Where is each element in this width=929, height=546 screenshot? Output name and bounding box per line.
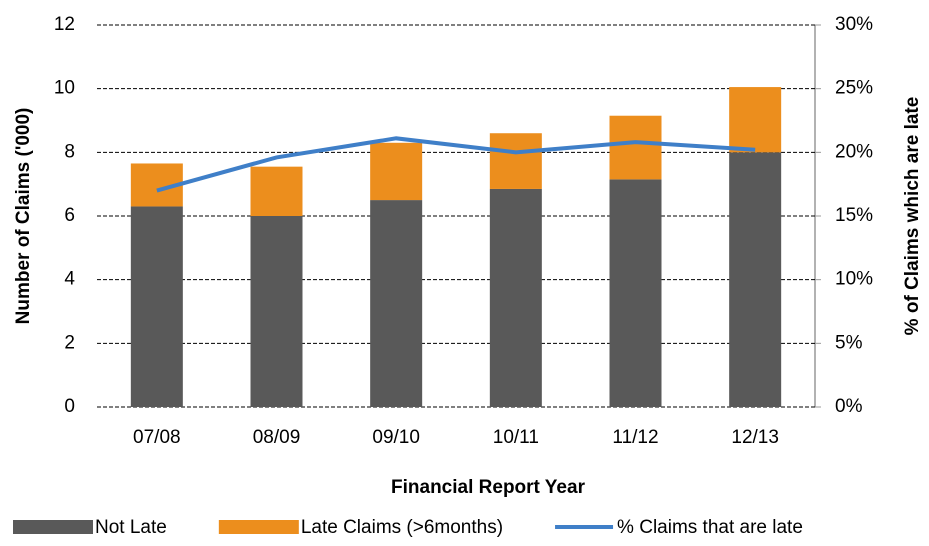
y2-axis-title: % of Claims which are late xyxy=(902,97,923,336)
legend-label: Late Claims (>6months) xyxy=(301,517,503,538)
y-axis-title: Number of Claims ('000) xyxy=(13,108,34,325)
bar xyxy=(370,142,423,201)
y2-tick-label: 20% xyxy=(835,141,873,162)
y-tick-label: 12 xyxy=(54,14,75,35)
bar xyxy=(729,152,782,407)
bar xyxy=(489,188,542,407)
y2-tick-label: 30% xyxy=(835,14,873,35)
y-tick-label: 8 xyxy=(64,141,75,162)
y2-tick-label: 10% xyxy=(835,269,873,290)
x-axis-title: Financial Report Year xyxy=(391,477,586,498)
bar xyxy=(609,179,662,407)
legend-swatch xyxy=(13,520,93,534)
bar xyxy=(250,166,303,216)
x-tick-label: 12/13 xyxy=(731,427,779,448)
line-series xyxy=(156,136,756,193)
bar xyxy=(130,206,183,407)
bar xyxy=(729,87,782,153)
y-tick-label: 10 xyxy=(54,78,75,99)
bar xyxy=(489,133,542,189)
legend-label: Not Late xyxy=(95,517,167,538)
bar xyxy=(370,200,423,407)
y2-tick-label: 15% xyxy=(835,205,873,226)
x-tick-label: 07/08 xyxy=(133,427,181,448)
x-tick-label: 10/11 xyxy=(493,427,539,448)
legend-label: % Claims that are late xyxy=(617,517,803,538)
x-tick-label: 09/10 xyxy=(372,427,420,448)
bar xyxy=(250,216,303,407)
bar xyxy=(609,115,662,180)
y-tick-label: 6 xyxy=(64,205,75,226)
y-tick-label: 0 xyxy=(64,396,75,417)
y2-tick-label: 5% xyxy=(835,332,863,353)
y2-tick-label: 25% xyxy=(835,78,873,99)
x-tick-label: 08/09 xyxy=(253,427,301,448)
y-tick-label: 2 xyxy=(64,332,75,353)
y2-tick-label: 0% xyxy=(835,396,863,417)
legend-swatch xyxy=(218,520,299,534)
y-tick-label: 4 xyxy=(64,269,75,290)
x-tick-label: 11/12 xyxy=(612,427,658,448)
